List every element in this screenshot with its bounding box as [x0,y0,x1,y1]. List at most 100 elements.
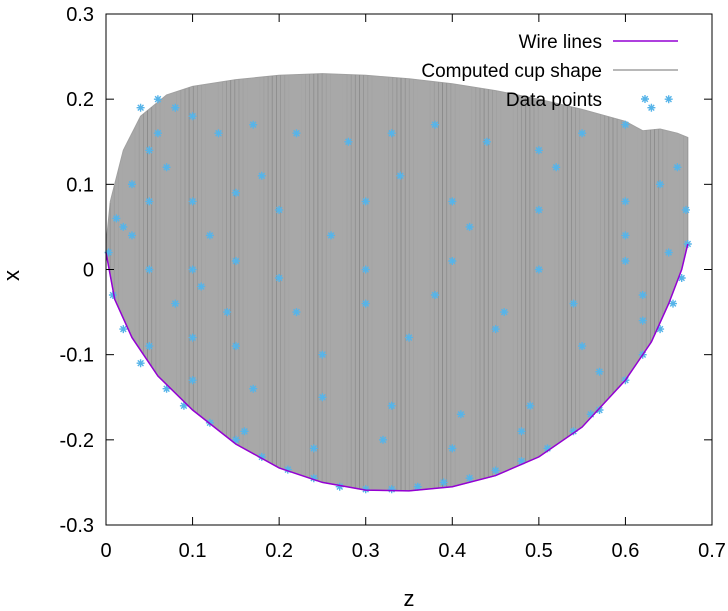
data-point [586,410,595,419]
data-point [664,248,673,257]
data-point [448,257,457,265]
wire-lines-layer [105,243,689,492]
axis-ticks: 0 0.1 0.2 0.3 0.4 0.5 0.6 0.7 -0.3 -0.2 -0.1 0 0.1 0.… [60,4,726,562]
data-point [145,146,154,155]
data-point [327,231,336,240]
data-point [162,163,171,172]
data-point [231,188,240,197]
data-point [621,257,630,265]
data-point [534,146,543,155]
data-point [188,265,197,274]
data-point [188,333,197,342]
data-point [214,129,223,138]
data-point [621,197,630,206]
data-point [171,299,180,308]
data-point [108,291,117,299]
data-point [318,393,327,402]
data-point [482,137,491,146]
data-point [405,333,413,342]
data-point [578,342,587,351]
data-point [249,120,258,129]
data-point [621,120,630,129]
legend-marker-data-points [641,95,649,103]
data-point [318,350,327,359]
data-point [344,137,353,146]
data-point [128,231,136,240]
data-point [638,291,647,299]
data-point [387,401,396,410]
data-point [309,444,318,453]
data-point [231,342,240,351]
y-tick-label: 0 [83,260,94,282]
legend-label: Computed cup shape [421,61,602,82]
data-point [413,482,422,491]
y-tick-label: 0.1 [66,174,94,196]
data-point [145,265,154,274]
data-point [283,465,292,474]
data-point [669,299,677,308]
data-point [543,444,552,453]
legend-label: Data points [506,90,602,111]
data-point [153,95,162,104]
data-point [431,291,439,299]
data-point [112,214,121,223]
data-point [275,274,284,282]
data-point [153,129,162,138]
data-point [249,384,258,393]
data-point [595,406,604,414]
data-point [136,103,145,112]
y-tick-label: -0.3 [60,515,94,537]
data-point [491,466,500,475]
data-point [621,231,630,240]
x-tick-label: 0.1 [179,540,207,562]
data-point [223,308,232,317]
x-tick-label: 0.2 [265,540,293,562]
data-point [231,435,240,444]
legend-label: Wire lines [519,32,602,53]
x-tick-label: 0.7 [698,540,726,562]
data-point [595,367,604,376]
data-point [275,205,284,214]
data-point [439,478,448,487]
data-point [578,129,587,138]
data-point [638,316,647,325]
data-point [188,376,197,385]
data-point [205,231,214,240]
x-tick-label: 0.4 [438,540,466,562]
data-point [335,482,344,491]
data-point [552,163,561,172]
data-point [465,474,474,483]
data-point [197,282,206,291]
data-point [448,197,457,206]
data-point [309,474,318,483]
x-tick-label: 0.6 [612,540,640,562]
data-point [361,197,370,206]
y-tick-label: -0.2 [60,430,94,452]
y-tick-label: 0.2 [66,89,94,111]
data-point [465,222,474,231]
data-point [396,171,405,180]
data-point [491,325,500,334]
data-point [257,452,266,461]
data-point [677,274,686,282]
data-point [119,325,128,334]
data-point [128,180,136,189]
data-point [647,103,656,112]
data-point [257,171,266,180]
data-point [431,120,439,129]
data-point [456,410,465,419]
data-point [656,325,665,334]
data-point [145,342,154,351]
data-point [534,205,543,214]
y-tick-label: -0.1 [60,345,94,367]
x-tick-label: 0.3 [352,540,380,562]
data-point [292,308,301,317]
x-axis-title: z [404,586,415,611]
x-tick-label: 0.5 [525,540,553,562]
data-point [379,435,387,444]
y-axis-title: x [0,270,24,281]
legend: Wire lines Computed cup shape Data points [421,32,678,111]
data-point [188,112,197,121]
data-point [500,308,509,317]
data-point [361,265,370,274]
